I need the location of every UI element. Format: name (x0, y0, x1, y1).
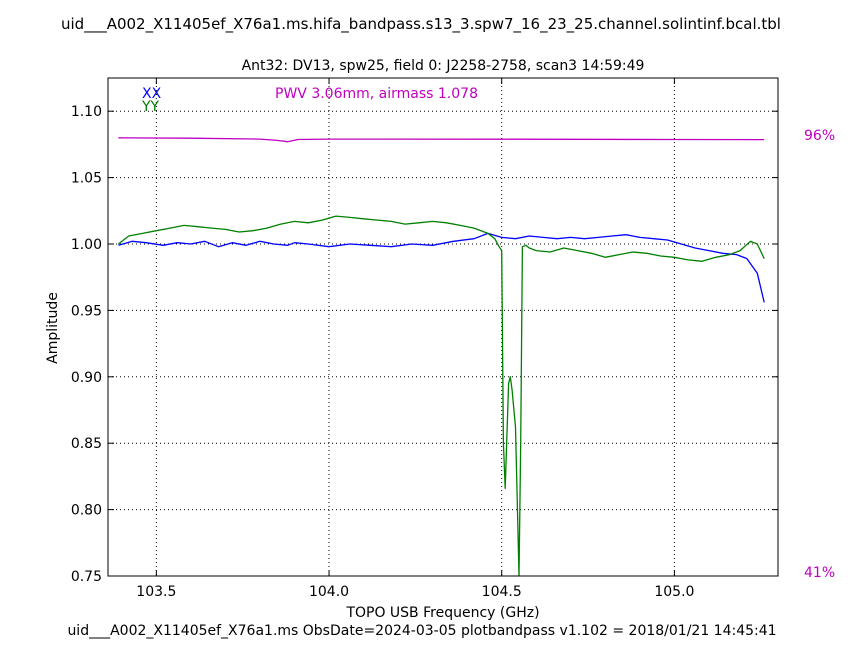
atm-bottom-percent: 41% (804, 565, 835, 581)
legend-xx: XX (142, 86, 162, 102)
xx-series-line (118, 232, 765, 303)
y-tick-label: 0.95 (71, 303, 102, 319)
axis-ticks: 103.5 104.0 104.5 105.0 0.75 0.80 0.85 0.90 0.95… (71, 78, 778, 600)
y-tick-label: 1.00 (71, 237, 102, 253)
series-lines (118, 137, 765, 577)
plot-frame (107, 77, 779, 577)
y-tick-label: 0.85 (71, 436, 102, 452)
y-tick-label: 0.90 (71, 370, 102, 386)
yy-series-line (118, 215, 765, 577)
y-axis-label: Amplitude (45, 292, 61, 364)
y-tick-label: 0.80 (71, 503, 102, 519)
y-tick-label: 0.75 (71, 569, 102, 585)
y-tick-label: 1.10 (71, 104, 102, 120)
chart-subtitle: Ant32: DV13, spw25, field 0: J2258-2758,… (242, 58, 645, 74)
grid-lines (108, 78, 778, 576)
x-axis-label: TOPO USB Frequency (GHz) (345, 605, 539, 621)
legend-yy: YY (141, 99, 160, 115)
pwv-annotation: PWV 3.06mm, airmass 1.078 (275, 86, 478, 102)
chart-title: uid___A002_X11405ef_X76a1.ms.hifa_bandpa… (61, 15, 781, 34)
x-tick-label: 104.0 (309, 584, 349, 600)
x-tick-label: 104.5 (482, 584, 522, 600)
footer-text: uid___A002_X11405ef_X76a1.ms ObsDate=202… (67, 623, 776, 639)
y-tick-label: 1.05 (71, 171, 102, 187)
atm-top-percent: 96% (804, 128, 835, 144)
x-tick-label: 103.5 (136, 584, 176, 600)
atm-transmission-line (118, 137, 765, 143)
x-tick-label: 105.0 (654, 584, 694, 600)
